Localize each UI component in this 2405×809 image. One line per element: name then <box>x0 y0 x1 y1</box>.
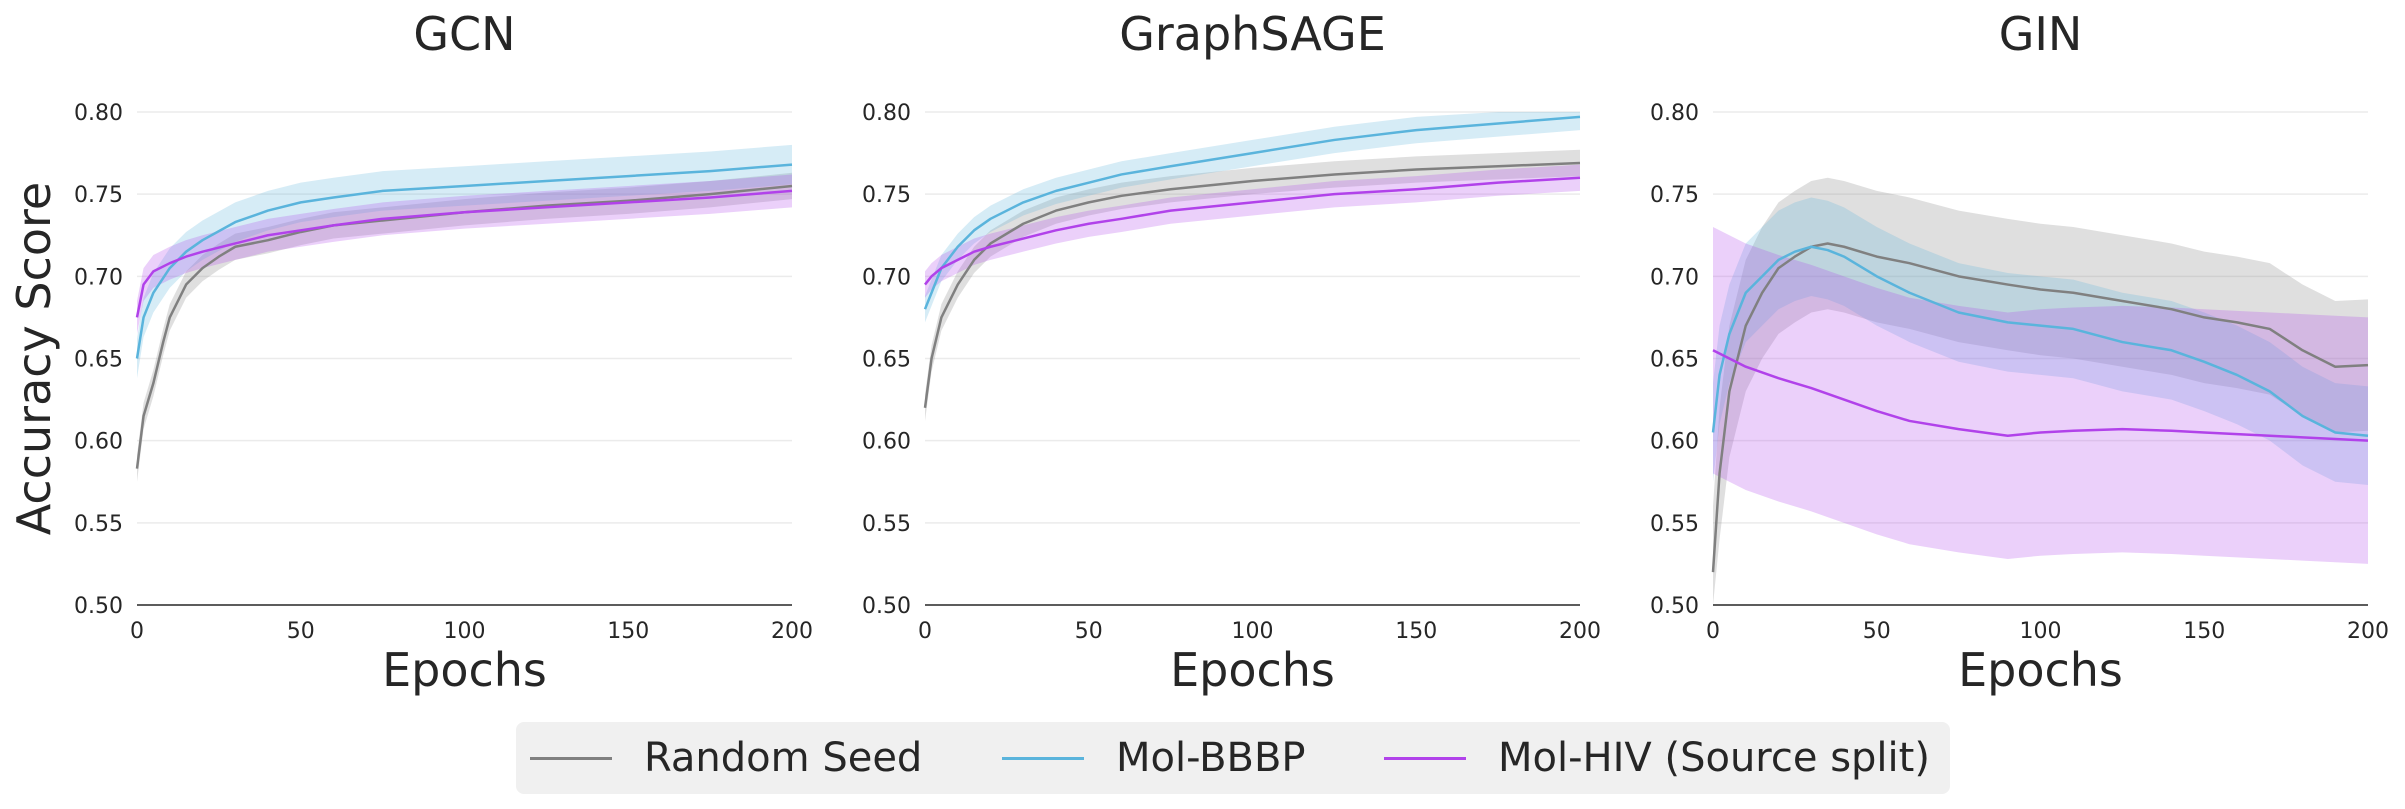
legend-label-random-seed: Random Seed <box>644 735 923 781</box>
series-line-mol-hiv-source-split <box>1712 349 2369 442</box>
series-band-random-seed <box>137 172 792 482</box>
legend-swatch-random-seed <box>530 756 612 760</box>
legend: Random Seed Mol-BBBP Mol-HIV (Source spl… <box>516 722 1950 794</box>
y-tick-label: 0.60 <box>1650 430 1699 455</box>
series-line-mol-hiv-source-split <box>135 189 793 318</box>
y-tick-label: 0.70 <box>862 265 911 290</box>
y-tick-label: 0.65 <box>1650 348 1699 373</box>
series-line-mol-bbbp <box>1711 245 2369 437</box>
series-band-mol-hiv-source-split <box>137 174 792 334</box>
chart-title: GCN <box>413 7 515 61</box>
y-tick-label: 0.70 <box>74 265 123 290</box>
series-line-random-seed <box>923 161 1581 408</box>
y-tick-label: 0.75 <box>74 183 123 208</box>
x-tick-label: 150 <box>1395 619 1437 644</box>
series-band-mol-bbbp <box>1713 197 2368 486</box>
legend-item-mol-bbbp: Mol-BBBP <box>1002 722 1306 794</box>
series-line-mol-bbbp <box>135 163 793 359</box>
x-tick-label: 150 <box>2183 619 2225 644</box>
legend-swatch-mol-hiv <box>1384 756 1466 760</box>
x-tick-label: 200 <box>2347 619 2389 644</box>
chart-panels: 0.50 0.55 0.60 0.65 0.70 0.75 0.80 0 50 100 150 200… <box>7 7 2389 697</box>
legend-label-mol-hiv: Mol-HIV (Source split) <box>1498 735 1930 781</box>
chart-title: GraphSAGE <box>1119 7 1386 61</box>
legend-swatch-mol-bbbp <box>1002 756 1084 760</box>
legend-item-mol-hiv: Mol-HIV (Source split) <box>1384 722 1930 794</box>
series-line-mol-hiv-source-split <box>924 176 1581 286</box>
y-tick-label: 0.70 <box>1650 265 1699 290</box>
series-band-mol-hiv-source-split <box>1713 227 2368 564</box>
y-tick-label: 0.65 <box>862 348 911 373</box>
series-band-mol-bbbp <box>137 144 792 379</box>
y-tick-label: 0.80 <box>862 101 911 126</box>
x-tick-label: 50 <box>1863 619 1891 644</box>
chart-panel-graphsage: 0.50 0.55 0.60 0.65 0.70 0.75 0.80 0 50 100 150 200… <box>862 7 1601 697</box>
y-axis-label: Accuracy Score <box>7 182 61 535</box>
x-tick-label: 100 <box>2020 619 2062 644</box>
series-line-random-seed <box>135 184 793 469</box>
x-tick-label: 0 <box>1706 619 1720 644</box>
x-tick-label: 0 <box>918 619 932 644</box>
legend-label-mol-bbbp: Mol-BBBP <box>1116 735 1306 781</box>
y-tick-label: 0.50 <box>862 594 911 619</box>
series-band-random-seed <box>1713 177 2368 605</box>
x-axis-label: Epochs <box>1170 643 1335 697</box>
series-line-random-seed <box>1711 242 2369 573</box>
chart-panel-gin: 0.50 0.55 0.60 0.65 0.70 0.75 0.80 0 50 100 150 200… <box>1650 7 2389 697</box>
x-tick-label: 100 <box>444 619 486 644</box>
y-tick-label: 0.55 <box>1650 512 1699 537</box>
y-tick-label: 0.55 <box>74 512 123 537</box>
y-tick-label: 0.50 <box>74 594 123 619</box>
y-tick-label: 0.60 <box>862 430 911 455</box>
series-line-mol-bbbp <box>923 115 1581 310</box>
chart-title: GIN <box>1999 7 2083 61</box>
x-axis-label: Epochs <box>1958 643 2123 697</box>
x-tick-label: 100 <box>1232 619 1274 644</box>
chart-panel-gcn: 0.50 0.55 0.60 0.65 0.70 0.75 0.80 0 50 100 150 200… <box>7 7 813 697</box>
x-tick-label: 0 <box>130 619 144 644</box>
y-tick-label: 0.50 <box>1650 594 1699 619</box>
y-tick-label: 0.80 <box>74 101 123 126</box>
x-tick-label: 200 <box>1559 619 1601 644</box>
y-tick-label: 0.75 <box>1650 183 1699 208</box>
x-axis-label: Epochs <box>382 643 547 697</box>
y-tick-label: 0.65 <box>74 348 123 373</box>
y-tick-label: 0.55 <box>862 512 911 537</box>
x-tick-label: 200 <box>771 619 813 644</box>
series-band-random-seed <box>925 149 1580 421</box>
y-tick-label: 0.80 <box>1650 101 1699 126</box>
x-tick-label: 150 <box>607 619 649 644</box>
y-tick-label: 0.60 <box>74 430 123 455</box>
series-band-mol-hiv-source-split <box>925 164 1580 298</box>
legend-item-random-seed: Random Seed <box>530 722 922 794</box>
x-tick-label: 50 <box>287 619 315 644</box>
y-tick-label: 0.75 <box>862 183 911 208</box>
x-tick-label: 50 <box>1075 619 1103 644</box>
